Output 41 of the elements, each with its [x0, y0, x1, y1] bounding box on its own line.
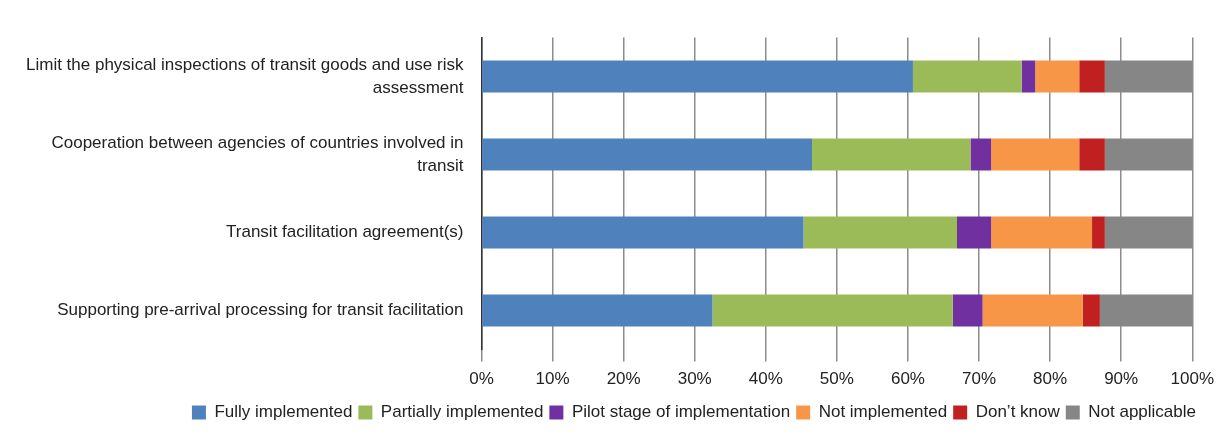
y-tick-label: Transit facilitation agreement(s) — [226, 222, 464, 242]
legend-label: Pilot stage of implementation — [571, 402, 791, 422]
x-tick-label: 90% — [1104, 369, 1139, 389]
bar — [912, 60, 1022, 93]
x-tick-label: 20% — [606, 369, 641, 389]
x-tick-label: 60% — [890, 369, 925, 389]
bar — [1079, 138, 1105, 171]
legend-label: Not implemented — [818, 402, 948, 422]
x-tick-label: 70% — [962, 369, 997, 389]
bar — [991, 138, 1080, 171]
x-tick-label: 50% — [819, 369, 854, 389]
bar — [957, 216, 992, 249]
legend-label: Not applicable — [1088, 402, 1197, 422]
legend-label: Fully implemented — [214, 402, 353, 422]
y-tick-label: Supporting pre-arrival processing for transit facilitation — [57, 300, 464, 320]
bar — [482, 138, 812, 171]
bar — [482, 216, 804, 249]
bar — [982, 294, 1083, 327]
bar — [1035, 60, 1080, 93]
legend-label: Don’t know — [975, 402, 1061, 422]
bar — [1079, 60, 1105, 93]
legend-label: Partially implemented — [380, 402, 544, 422]
x-tick-label: 30% — [677, 369, 712, 389]
x-tick-label: 100% — [1170, 369, 1214, 389]
bar — [712, 294, 953, 327]
y-tick-label: Limit the physical inspections of transit goods and use risk assessment — [25, 54, 464, 97]
x-tick-label: 10% — [535, 369, 570, 389]
bar — [482, 294, 713, 327]
bar — [803, 216, 957, 249]
bar — [1082, 294, 1100, 327]
bar — [991, 216, 1093, 249]
bar — [1021, 60, 1036, 93]
y-tick-label: Cooperation between agencies of countries involved in transit — [51, 132, 464, 175]
bar — [482, 60, 913, 93]
x-tick-label: 80% — [1033, 369, 1068, 389]
bar — [970, 138, 992, 171]
bar — [1092, 216, 1105, 249]
x-tick-label: 40% — [748, 369, 783, 389]
x-tick-label: 0% — [469, 369, 494, 389]
bar — [952, 294, 983, 327]
bar — [812, 138, 971, 171]
